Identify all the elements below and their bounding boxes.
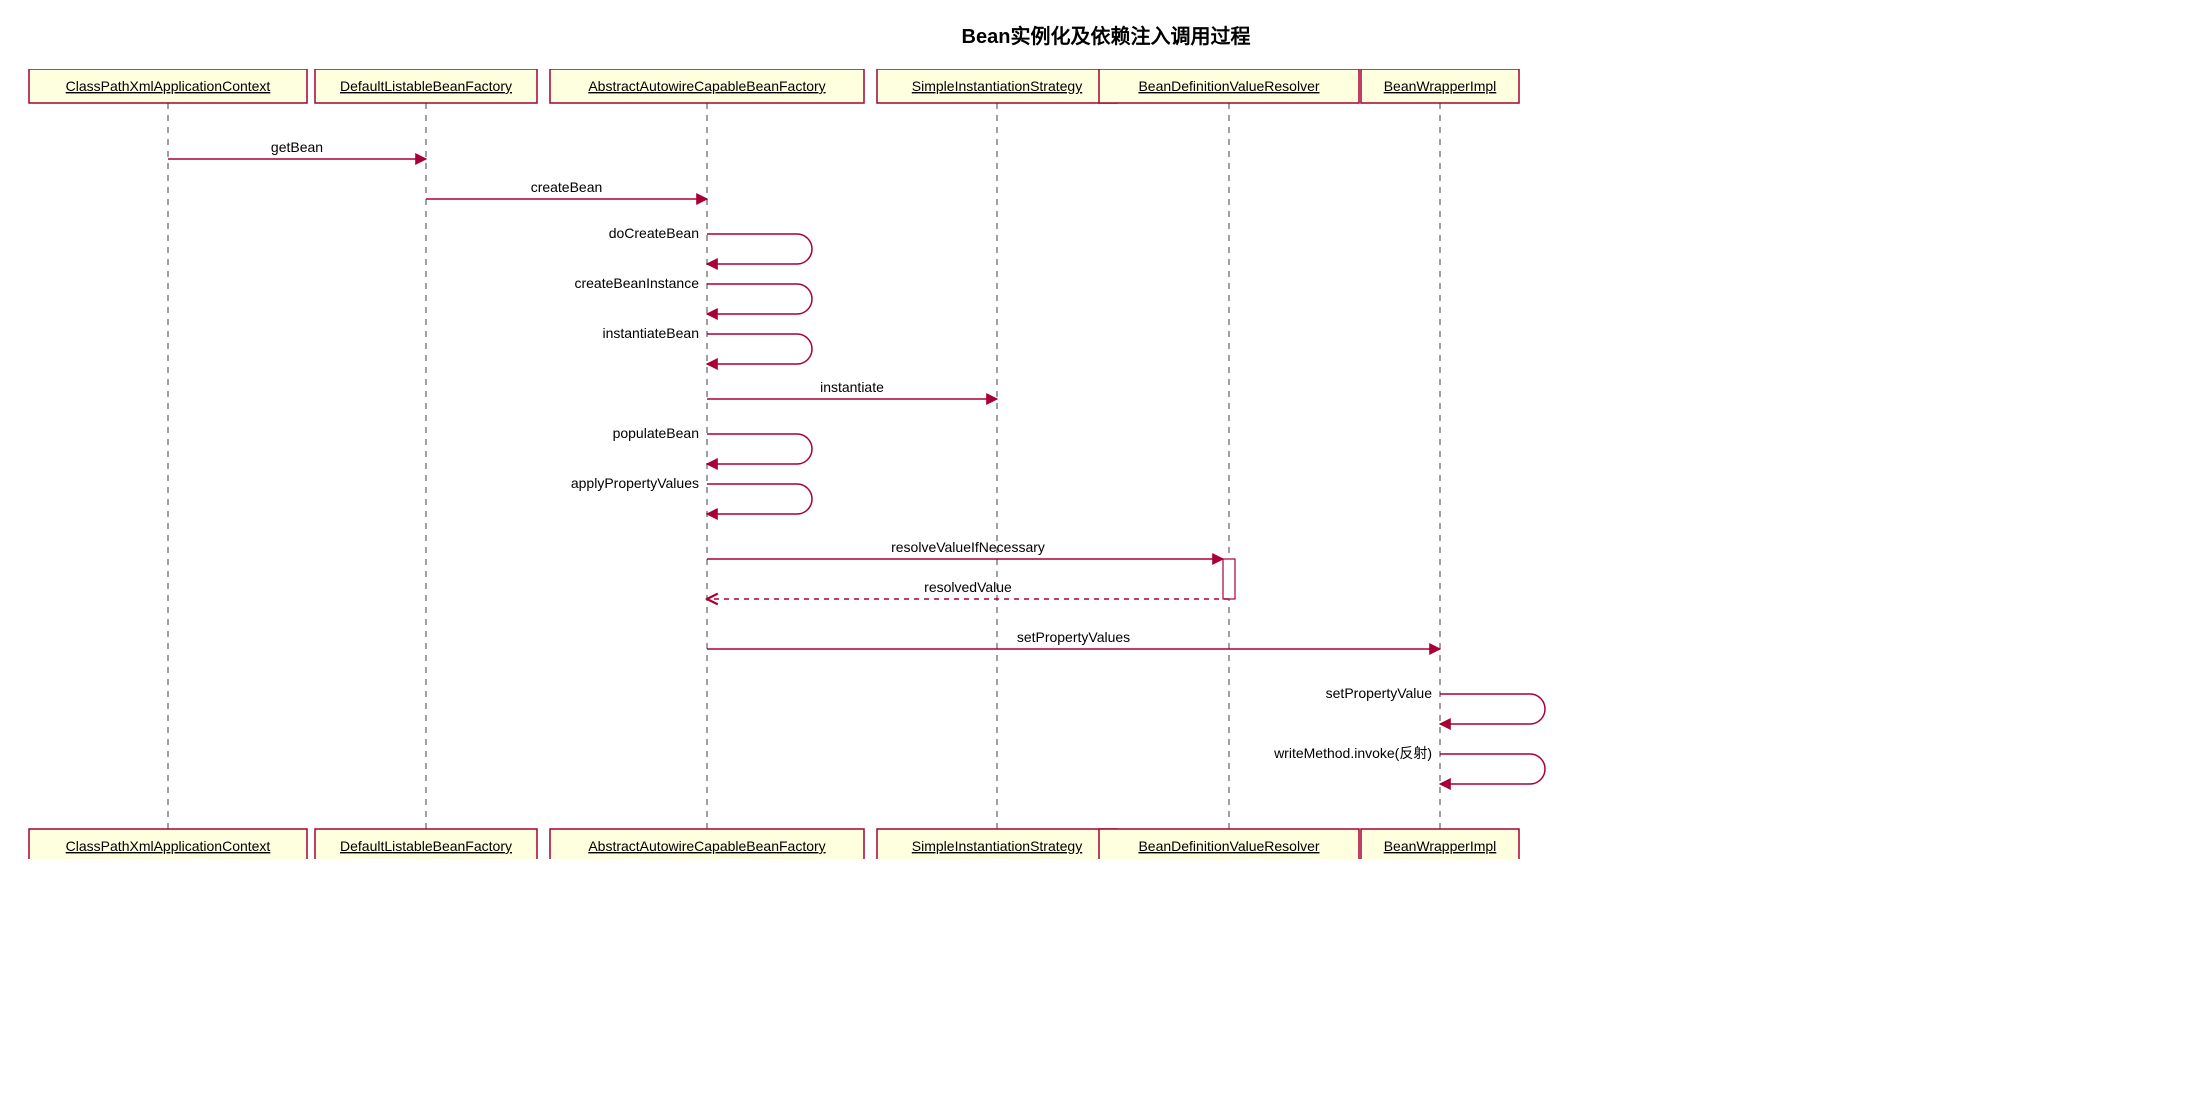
self-message-arrow bbox=[1440, 694, 1545, 724]
message-label: applyPropertyValues bbox=[571, 475, 699, 491]
message-label: createBean bbox=[531, 179, 603, 195]
participant-label: AbstractAutowireCapableBeanFactory bbox=[588, 78, 825, 94]
participant-box: BeanDefinitionValueResolver bbox=[1099, 829, 1359, 859]
self-message-arrow bbox=[1440, 754, 1545, 784]
self-message-arrow bbox=[707, 234, 812, 264]
participant-box: ClassPathXmlApplicationContext bbox=[29, 69, 307, 103]
participant-box: BeanWrapperImpl bbox=[1361, 829, 1519, 859]
participant-label: BeanWrapperImpl bbox=[1384, 78, 1497, 94]
participant-box: DefaultListableBeanFactory bbox=[315, 69, 537, 103]
message-label: doCreateBean bbox=[609, 225, 699, 241]
message-label: setPropertyValues bbox=[1017, 629, 1130, 645]
participant-box: ClassPathXmlApplicationContext bbox=[29, 829, 307, 859]
participant-label: DefaultListableBeanFactory bbox=[340, 78, 512, 94]
self-message-arrow bbox=[707, 334, 812, 364]
participant-label: SimpleInstantiationStrategy bbox=[912, 838, 1082, 854]
activation-bar bbox=[1223, 559, 1235, 599]
participant-label: ClassPathXmlApplicationContext bbox=[66, 838, 271, 854]
participant-label: BeanWrapperImpl bbox=[1384, 838, 1497, 854]
self-message-arrow bbox=[707, 434, 812, 464]
self-message-arrow bbox=[707, 484, 812, 514]
message-label: instantiateBean bbox=[602, 325, 699, 341]
participant-label: SimpleInstantiationStrategy bbox=[912, 78, 1082, 94]
participant-box: AbstractAutowireCapableBeanFactory bbox=[550, 829, 864, 859]
message-label: writeMethod.invoke(反射) bbox=[1273, 745, 1432, 761]
message-label: getBean bbox=[271, 139, 323, 155]
message-label: resolveValueIfNecessary bbox=[891, 539, 1045, 555]
message-label: populateBean bbox=[613, 425, 699, 441]
participant-label: AbstractAutowireCapableBeanFactory bbox=[588, 838, 825, 854]
message-label: setPropertyValue bbox=[1326, 685, 1433, 701]
self-message-arrow bbox=[707, 284, 812, 314]
participant-label: BeanDefinitionValueResolver bbox=[1138, 78, 1319, 94]
message-label: resolvedValue bbox=[924, 579, 1012, 595]
participant-box: BeanWrapperImpl bbox=[1361, 69, 1519, 103]
participant-box: SimpleInstantiationStrategy bbox=[877, 829, 1117, 859]
diagram-title: Bean实例化及依赖注入调用过程 bbox=[20, 20, 2192, 49]
participant-label: DefaultListableBeanFactory bbox=[340, 838, 512, 854]
message-label: instantiate bbox=[820, 379, 884, 395]
sequence-diagram: ClassPathXmlApplicationContext ClassPathX… bbox=[20, 69, 2192, 864]
participant-label: ClassPathXmlApplicationContext bbox=[66, 78, 271, 94]
message-label: createBeanInstance bbox=[574, 275, 699, 291]
sequence-diagram-svg: ClassPathXmlApplicationContext ClassPathX… bbox=[20, 69, 1560, 859]
participant-label: BeanDefinitionValueResolver bbox=[1138, 838, 1319, 854]
participant-box: DefaultListableBeanFactory bbox=[315, 829, 537, 859]
participant-box: BeanDefinitionValueResolver bbox=[1099, 69, 1359, 103]
participant-box: AbstractAutowireCapableBeanFactory bbox=[550, 69, 864, 103]
participant-box: SimpleInstantiationStrategy bbox=[877, 69, 1117, 103]
